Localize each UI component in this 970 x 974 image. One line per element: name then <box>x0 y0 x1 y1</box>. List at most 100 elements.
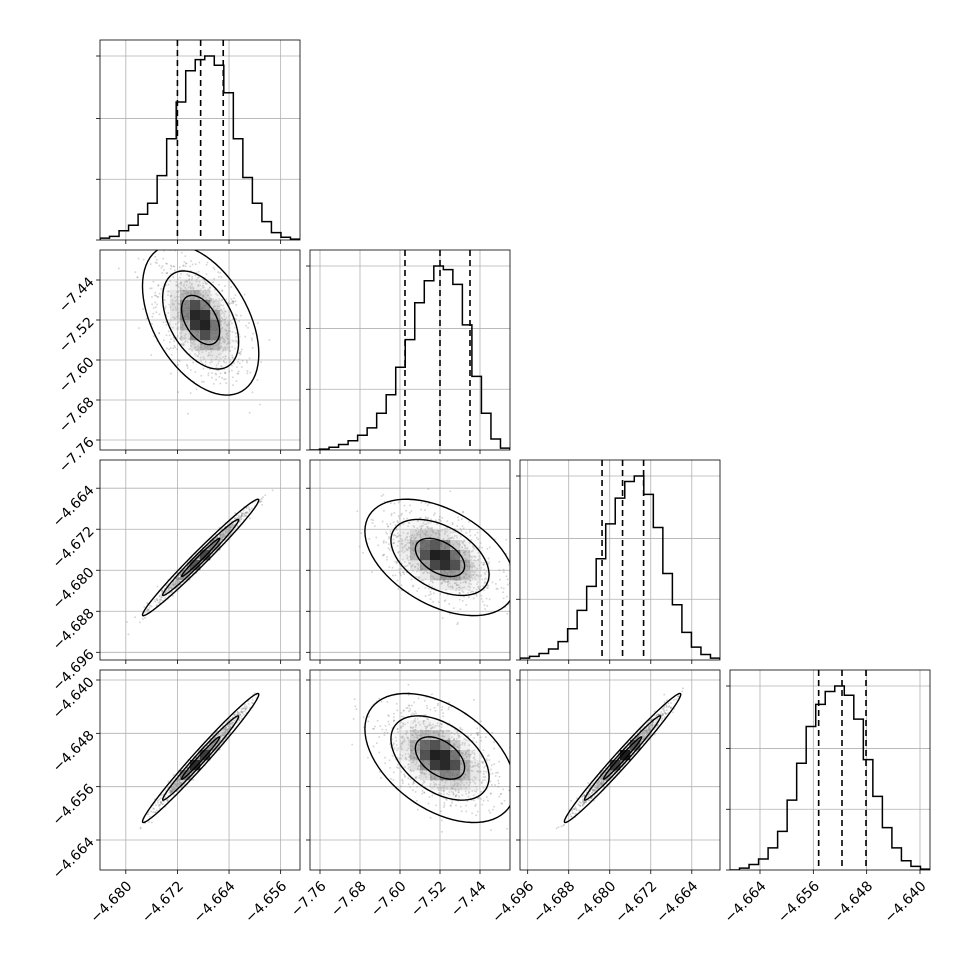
sample-point <box>412 585 414 587</box>
sample-point <box>149 605 151 607</box>
sample-point <box>184 261 186 263</box>
sample-point <box>172 347 174 349</box>
sample-point <box>240 315 242 317</box>
sample-point <box>196 388 198 390</box>
density-content <box>118 231 270 414</box>
density-cell <box>160 290 170 300</box>
sample-point <box>182 781 184 783</box>
x-tick-label: −4.680 <box>87 878 135 926</box>
density-cell <box>170 310 180 320</box>
sample-point <box>430 598 432 600</box>
sample-point <box>490 812 492 814</box>
sample-point <box>453 607 455 609</box>
sample-point <box>177 364 179 366</box>
density-cell <box>200 360 210 370</box>
sample-point <box>241 349 243 351</box>
x-tick-label: −4.664 <box>191 878 239 926</box>
density-cell <box>420 550 430 560</box>
sample-point <box>152 316 154 318</box>
sample-point <box>231 298 233 300</box>
sample-point <box>512 587 514 589</box>
sample-point <box>372 522 374 524</box>
sample-point <box>243 510 245 512</box>
sample-point <box>173 340 175 342</box>
sample-point <box>388 543 390 545</box>
density-panel-3-1: −7.76−7.68−7.60−7.52−7.44 <box>288 670 542 920</box>
sample-point <box>484 608 486 610</box>
sample-point <box>442 517 444 519</box>
sample-point <box>246 707 248 709</box>
sample-point <box>503 588 505 590</box>
grid <box>520 460 720 660</box>
sample-point <box>177 577 179 579</box>
sample-point <box>165 263 167 265</box>
sample-point <box>142 308 144 310</box>
sample-point <box>463 527 465 529</box>
y-tick-label: −7.52 <box>56 314 98 356</box>
sample-point <box>151 606 153 608</box>
sample-point <box>420 509 422 511</box>
sample-point <box>155 804 157 806</box>
sample-point <box>244 704 246 706</box>
sample-point <box>491 764 493 766</box>
sample-point <box>512 590 514 592</box>
sample-point <box>481 547 483 549</box>
sample-point <box>406 518 408 520</box>
sample-point <box>177 391 179 393</box>
sample-point <box>503 569 505 571</box>
sample-point <box>417 809 419 811</box>
sample-point <box>244 710 246 712</box>
sample-point <box>126 621 128 623</box>
sample-point <box>507 584 509 586</box>
sample-point <box>252 333 254 335</box>
sample-point <box>355 706 357 708</box>
sample-point <box>458 519 460 521</box>
sample-point <box>151 304 153 306</box>
sample-point <box>232 531 234 533</box>
sample-point <box>507 579 509 581</box>
density-panel-1-0: −7.76−7.68−7.60−7.52−7.44 <box>56 231 300 476</box>
sample-point <box>401 585 403 587</box>
density-cell <box>490 570 500 580</box>
sample-point <box>444 804 446 806</box>
density-cell <box>170 320 180 330</box>
sample-point <box>240 351 242 353</box>
sample-point <box>497 588 499 590</box>
sample-point <box>186 364 188 366</box>
sample-point <box>359 546 361 548</box>
density-cell <box>460 550 470 560</box>
sample-point <box>160 801 162 803</box>
density-cell <box>480 590 490 600</box>
sample-point <box>158 284 160 286</box>
sample-point <box>383 510 385 512</box>
sample-point <box>257 322 259 324</box>
sample-point <box>503 598 505 600</box>
sample-point <box>462 511 464 513</box>
sample-point <box>385 532 387 534</box>
sample-point <box>208 372 210 374</box>
density-cell <box>470 550 480 560</box>
density-cell <box>440 560 450 570</box>
sample-point <box>397 588 399 590</box>
sample-point <box>161 267 163 269</box>
density-cell <box>200 310 210 320</box>
sample-point <box>245 325 247 327</box>
density-cell <box>460 540 470 550</box>
sample-point <box>238 371 240 373</box>
sample-point <box>372 519 374 521</box>
sample-point <box>242 513 244 515</box>
sample-point <box>173 265 175 267</box>
sample-point <box>448 702 450 704</box>
sample-point <box>442 617 444 619</box>
sample-point <box>168 781 170 783</box>
density-cell <box>420 570 430 580</box>
sample-point <box>430 591 432 593</box>
sample-point <box>434 707 436 709</box>
sample-point <box>154 295 156 297</box>
sample-point <box>374 525 376 527</box>
sample-point <box>223 379 225 381</box>
sample-point <box>153 335 155 337</box>
sample-point <box>224 285 226 287</box>
sample-point <box>118 268 120 270</box>
density-cell <box>440 580 450 590</box>
